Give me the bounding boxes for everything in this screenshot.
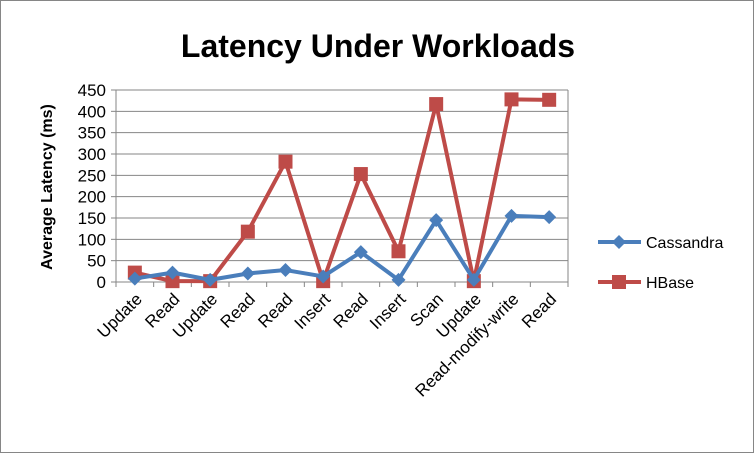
y-tick-label: 0	[97, 273, 106, 292]
y-tick-label: 200	[78, 188, 106, 207]
y-tick-label: 300	[78, 145, 106, 164]
series-hbase	[127, 92, 557, 289]
x-category-label: Read	[254, 290, 296, 332]
legend-label: HBase	[646, 275, 694, 292]
legend-item-hbase: HBase	[598, 275, 694, 292]
data-point	[353, 245, 368, 260]
x-category-label: Insert	[291, 289, 335, 333]
x-category-label: Read	[330, 290, 372, 332]
chart-title: Latency Under Workloads	[181, 28, 575, 64]
y-tick-label: 400	[78, 102, 106, 121]
data-point	[504, 208, 519, 223]
legend-marker	[612, 275, 626, 289]
data-point	[391, 244, 406, 259]
data-point	[316, 269, 331, 284]
data-point	[353, 167, 368, 182]
data-point	[165, 274, 180, 289]
data-point	[127, 271, 142, 286]
data-point	[240, 266, 255, 281]
series-cassandra	[127, 208, 557, 287]
legend-item-cassandra: Cassandra	[598, 235, 723, 252]
data-point	[429, 97, 444, 112]
y-tick-label: 150	[78, 209, 106, 228]
x-axis-labels: UpdateReadUpdateReadReadInsertReadInsert…	[94, 282, 569, 401]
series-line	[134, 213, 550, 282]
data-point	[240, 224, 255, 239]
y-tick-label: 450	[78, 81, 106, 100]
grid-lines	[115, 89, 569, 283]
x-category-label: Update	[94, 290, 146, 342]
data-point	[504, 92, 519, 107]
x-category-label: Insert	[366, 289, 410, 333]
y-tick-label: 250	[78, 166, 106, 185]
legend-marker	[612, 235, 626, 249]
y-tick-label: 100	[78, 230, 106, 249]
data-point	[429, 213, 444, 228]
data-point	[278, 263, 293, 278]
data-point	[165, 265, 180, 280]
data-point	[542, 210, 557, 225]
data-point	[542, 92, 557, 107]
y-axis-ticks: 0 50 100 150 200 250 300 350 400 450	[78, 81, 116, 292]
data-point	[203, 272, 218, 287]
y-tick-label: 350	[78, 124, 106, 143]
y-axis-title: Average Latency (ms)	[39, 104, 56, 270]
data-point	[391, 272, 406, 287]
x-category-label: Read	[518, 290, 560, 332]
x-category-label: Read	[217, 290, 259, 332]
series-group	[127, 92, 557, 289]
data-point	[278, 154, 293, 169]
data-point	[466, 272, 481, 287]
legend-label: Cassandra	[646, 235, 723, 252]
legend: Cassandra HBase	[598, 235, 723, 292]
y-tick-label: 50	[87, 252, 106, 271]
